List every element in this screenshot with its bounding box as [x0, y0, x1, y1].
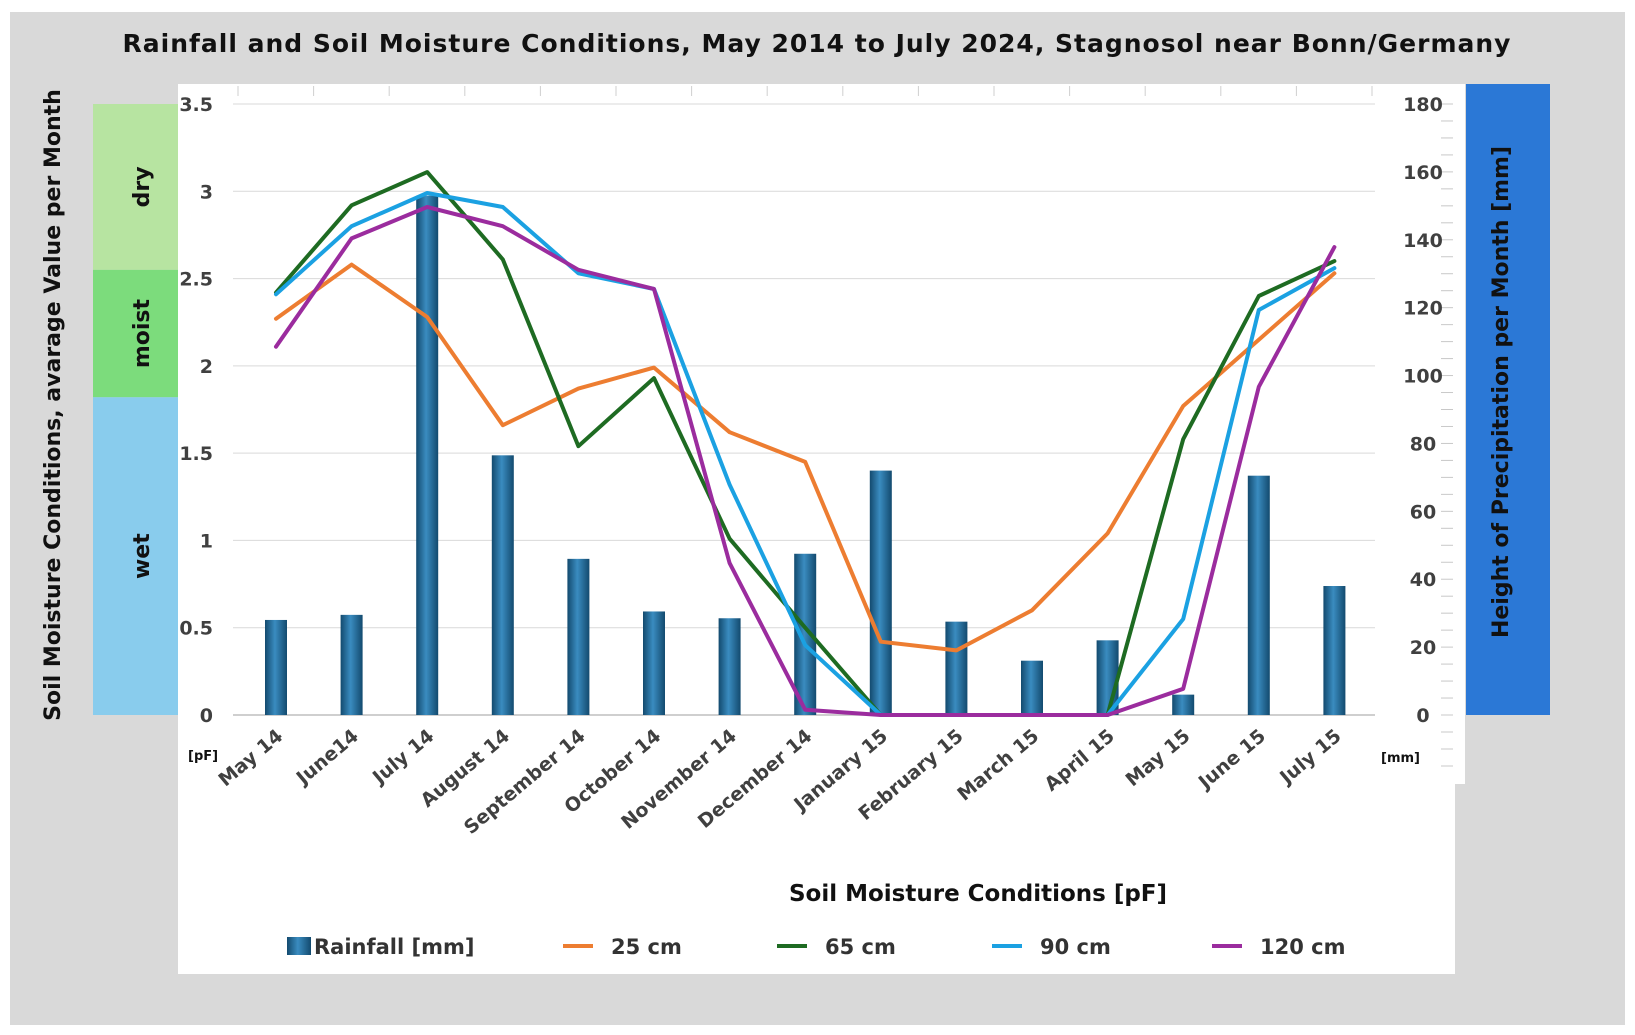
moisture-lines [274, 170, 1337, 717]
left-tick-label: 3.5 [179, 94, 213, 116]
rainfall-bar [718, 618, 741, 715]
left-axis-ticks: 0 0.5 1 1.5 2 2.5 3 3.5 [179, 94, 213, 727]
right-minor-ticks [1441, 103, 1453, 767]
right-axis-strip [1455, 84, 1465, 784]
right-tick-label: 140 [1403, 230, 1443, 252]
right-tick-label: 120 [1403, 298, 1443, 320]
band-dry [93, 104, 178, 270]
right-tick-label: 40 [1410, 569, 1436, 591]
rainfall-bar [416, 195, 439, 715]
series-line-90-cm [274, 191, 1337, 717]
band-label-moist: moist [130, 298, 155, 368]
rainfall-bar [567, 558, 590, 715]
right-tick-label: 80 [1410, 433, 1436, 455]
series-line-25-cm [274, 262, 1337, 653]
band-moist [93, 269, 178, 398]
right-axis-title: Height of Precipitation per Month [mm] [1489, 146, 1514, 638]
rainfall-bar [869, 470, 892, 715]
left-tick-label: 2.5 [179, 269, 213, 291]
left-tick-label: 0 [200, 705, 213, 727]
chart-title: Rainfall and Soil Moisture Conditions, M… [123, 29, 1512, 58]
right-tick-label: 0 [1416, 705, 1429, 727]
rainfall-bar [794, 553, 817, 715]
rainfall-bar [1021, 660, 1043, 715]
band-wet [93, 397, 178, 715]
series-line-65-cm [274, 170, 1337, 717]
right-tick-label: 180 [1403, 94, 1443, 116]
legend-label: Rainfall [mm] [314, 935, 474, 959]
right-tick-label: 160 [1403, 162, 1443, 184]
right-axis-ticks: 0 20 40 60 80 100 120 140 160 180 [1403, 94, 1443, 727]
plot-canvas [178, 84, 1455, 974]
band-label-dry: dry [130, 166, 155, 207]
rainfall-bar [1172, 694, 1195, 715]
right-tick-label: 100 [1403, 366, 1443, 388]
left-tick-label: 1.5 [179, 443, 213, 465]
x-axis-title: Soil Moisture Conditions [pF] [789, 881, 1167, 907]
left-axis-title: Soil Moisture Conditions, avarage Value … [41, 89, 66, 721]
left-tick-label: 3 [200, 181, 213, 203]
legend-label: 120 cm [1260, 935, 1345, 959]
legend-label: 25 cm [611, 935, 682, 959]
legend-label: 65 cm [825, 935, 896, 959]
right-unit-label: [mm] [1381, 751, 1420, 766]
rainfall-bar [945, 621, 968, 715]
left-tick-label: 2 [200, 356, 213, 378]
left-tick-label: 1 [200, 530, 213, 552]
rainfall-bar [340, 614, 363, 715]
band-label-wet: wet [130, 533, 155, 579]
moisture-bands: dry moist wet [93, 104, 178, 715]
left-tick-label: 0.5 [179, 618, 213, 640]
series-line-120-cm [274, 205, 1337, 717]
rainfall-bar [1323, 586, 1346, 715]
rainfall-bar [265, 619, 287, 715]
rainfall-bar [1247, 475, 1270, 715]
right-tick-label: 60 [1410, 501, 1436, 523]
right-tick-label: 20 [1410, 637, 1436, 659]
rainfall-bars [265, 195, 1346, 715]
legend-swatch-rainfall [287, 937, 311, 955]
legend-label: 90 cm [1040, 935, 1111, 959]
left-unit-label: [pF] [188, 749, 218, 764]
rainfall-bar [643, 611, 665, 715]
rainfall-bar [491, 455, 514, 715]
right-axis-panel [1466, 84, 1550, 715]
legend: Rainfall [mm] 25 cm 65 cm 90 cm 120 cm [287, 935, 1345, 959]
